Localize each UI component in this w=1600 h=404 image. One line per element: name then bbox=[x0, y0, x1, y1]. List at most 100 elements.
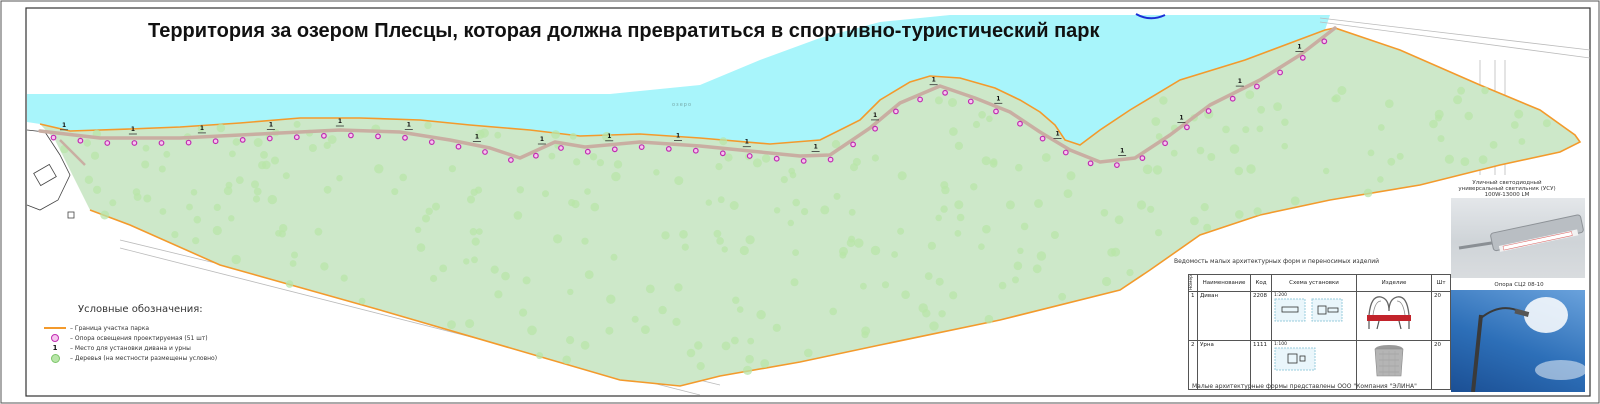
tree bbox=[984, 314, 994, 324]
tree bbox=[1229, 144, 1240, 154]
tree bbox=[93, 185, 102, 194]
tree bbox=[416, 243, 426, 252]
tree bbox=[694, 341, 703, 350]
tree bbox=[658, 305, 667, 315]
tree bbox=[143, 194, 152, 203]
bench-place-marker: 1 bbox=[338, 118, 342, 125]
tree bbox=[1464, 111, 1473, 121]
tree bbox=[736, 306, 744, 313]
lamp-post bbox=[1277, 69, 1283, 76]
bench-place-marker: 1 bbox=[932, 77, 936, 84]
tree bbox=[469, 228, 478, 236]
lamp-post-icon bbox=[51, 334, 59, 342]
lamp-post bbox=[1229, 95, 1236, 102]
bench-place-marker: 1 bbox=[1179, 115, 1183, 122]
tree bbox=[716, 237, 724, 245]
tree bbox=[84, 175, 94, 184]
lamp-post bbox=[917, 96, 923, 103]
tree bbox=[831, 140, 841, 149]
lamp-post bbox=[1205, 108, 1212, 114]
tree bbox=[340, 274, 348, 282]
tree bbox=[989, 159, 998, 168]
lamp-post bbox=[131, 140, 138, 146]
tree bbox=[606, 294, 616, 304]
tree bbox=[780, 176, 788, 184]
tree bbox=[743, 365, 753, 375]
tree bbox=[1041, 153, 1051, 162]
tree bbox=[731, 336, 739, 345]
lamp-post bbox=[827, 156, 834, 163]
tree bbox=[463, 258, 470, 265]
header-item: Изделие bbox=[1356, 274, 1432, 292]
tree-icon bbox=[50, 353, 60, 363]
bench-place-marker: 1 bbox=[1120, 148, 1124, 155]
tree bbox=[542, 190, 549, 198]
tree bbox=[358, 297, 366, 305]
park-boundary bbox=[39, 27, 1582, 387]
lamp-post bbox=[558, 145, 564, 151]
tree bbox=[1510, 121, 1519, 129]
tree bbox=[1429, 119, 1438, 129]
tree bbox=[1020, 222, 1029, 231]
bench-place-marker: 1 bbox=[676, 133, 680, 140]
tree bbox=[573, 158, 581, 166]
tree bbox=[1377, 124, 1385, 131]
bench-place-marker: 1 bbox=[814, 144, 818, 151]
tree bbox=[897, 227, 905, 235]
lamp-post bbox=[321, 132, 327, 139]
tree bbox=[212, 225, 222, 236]
tree bbox=[745, 235, 755, 245]
tree bbox=[1142, 164, 1153, 175]
tree bbox=[897, 171, 907, 181]
scheme-scale: 1:200 bbox=[1274, 293, 1287, 298]
lamp-post bbox=[942, 89, 948, 96]
inner-frame bbox=[25, 7, 1591, 397]
tree bbox=[494, 131, 502, 139]
tree bbox=[467, 195, 475, 204]
bench-place-marker: 1 bbox=[269, 122, 273, 129]
tree bbox=[1147, 205, 1155, 213]
tree bbox=[1151, 117, 1161, 126]
lamp-post bbox=[158, 140, 165, 146]
tree bbox=[729, 201, 739, 210]
bench-place-marker: 1 bbox=[996, 95, 1000, 102]
lamp-post bbox=[800, 157, 807, 164]
lamp-post bbox=[402, 134, 408, 141]
tree bbox=[924, 272, 933, 280]
tree bbox=[422, 214, 430, 223]
tree bbox=[190, 189, 198, 196]
legend-row-tree: – Деревья (на местности размещены условн… bbox=[40, 353, 240, 363]
tree bbox=[1367, 149, 1375, 157]
tree bbox=[631, 315, 639, 323]
tree bbox=[1478, 155, 1488, 165]
tree bbox=[1518, 138, 1526, 145]
tree bbox=[672, 317, 681, 326]
tree bbox=[954, 230, 962, 237]
tree bbox=[870, 245, 881, 256]
lamp-post bbox=[1162, 140, 1168, 147]
tree bbox=[399, 173, 408, 182]
tree bbox=[721, 246, 728, 253]
tree bbox=[439, 264, 448, 273]
legend-title: Условные обозначения: bbox=[78, 304, 203, 315]
tree bbox=[747, 337, 755, 345]
lamp-post bbox=[1183, 124, 1190, 131]
tree bbox=[1136, 200, 1147, 210]
table-row: 2 Урна 1111 1:100 bbox=[1188, 340, 1451, 390]
cell-scheme: 1:100 bbox=[1271, 340, 1357, 390]
tree bbox=[83, 139, 92, 147]
lamp-photo-caption: Уличный светодиодный универсальный свети… bbox=[1458, 180, 1556, 198]
tree bbox=[756, 310, 766, 320]
tree bbox=[724, 153, 733, 162]
legend-label: – Деревья (на местности размещены условн… bbox=[70, 354, 218, 362]
tree bbox=[1363, 188, 1373, 198]
tree bbox=[1489, 141, 1498, 149]
lamp-post bbox=[692, 147, 699, 154]
cell-qty: 20 bbox=[1431, 340, 1451, 390]
tree bbox=[501, 271, 510, 281]
tree bbox=[1387, 157, 1396, 166]
tree bbox=[580, 340, 590, 350]
cell-num: 1 bbox=[1188, 291, 1198, 341]
tree bbox=[430, 274, 438, 283]
tree bbox=[1017, 247, 1024, 254]
